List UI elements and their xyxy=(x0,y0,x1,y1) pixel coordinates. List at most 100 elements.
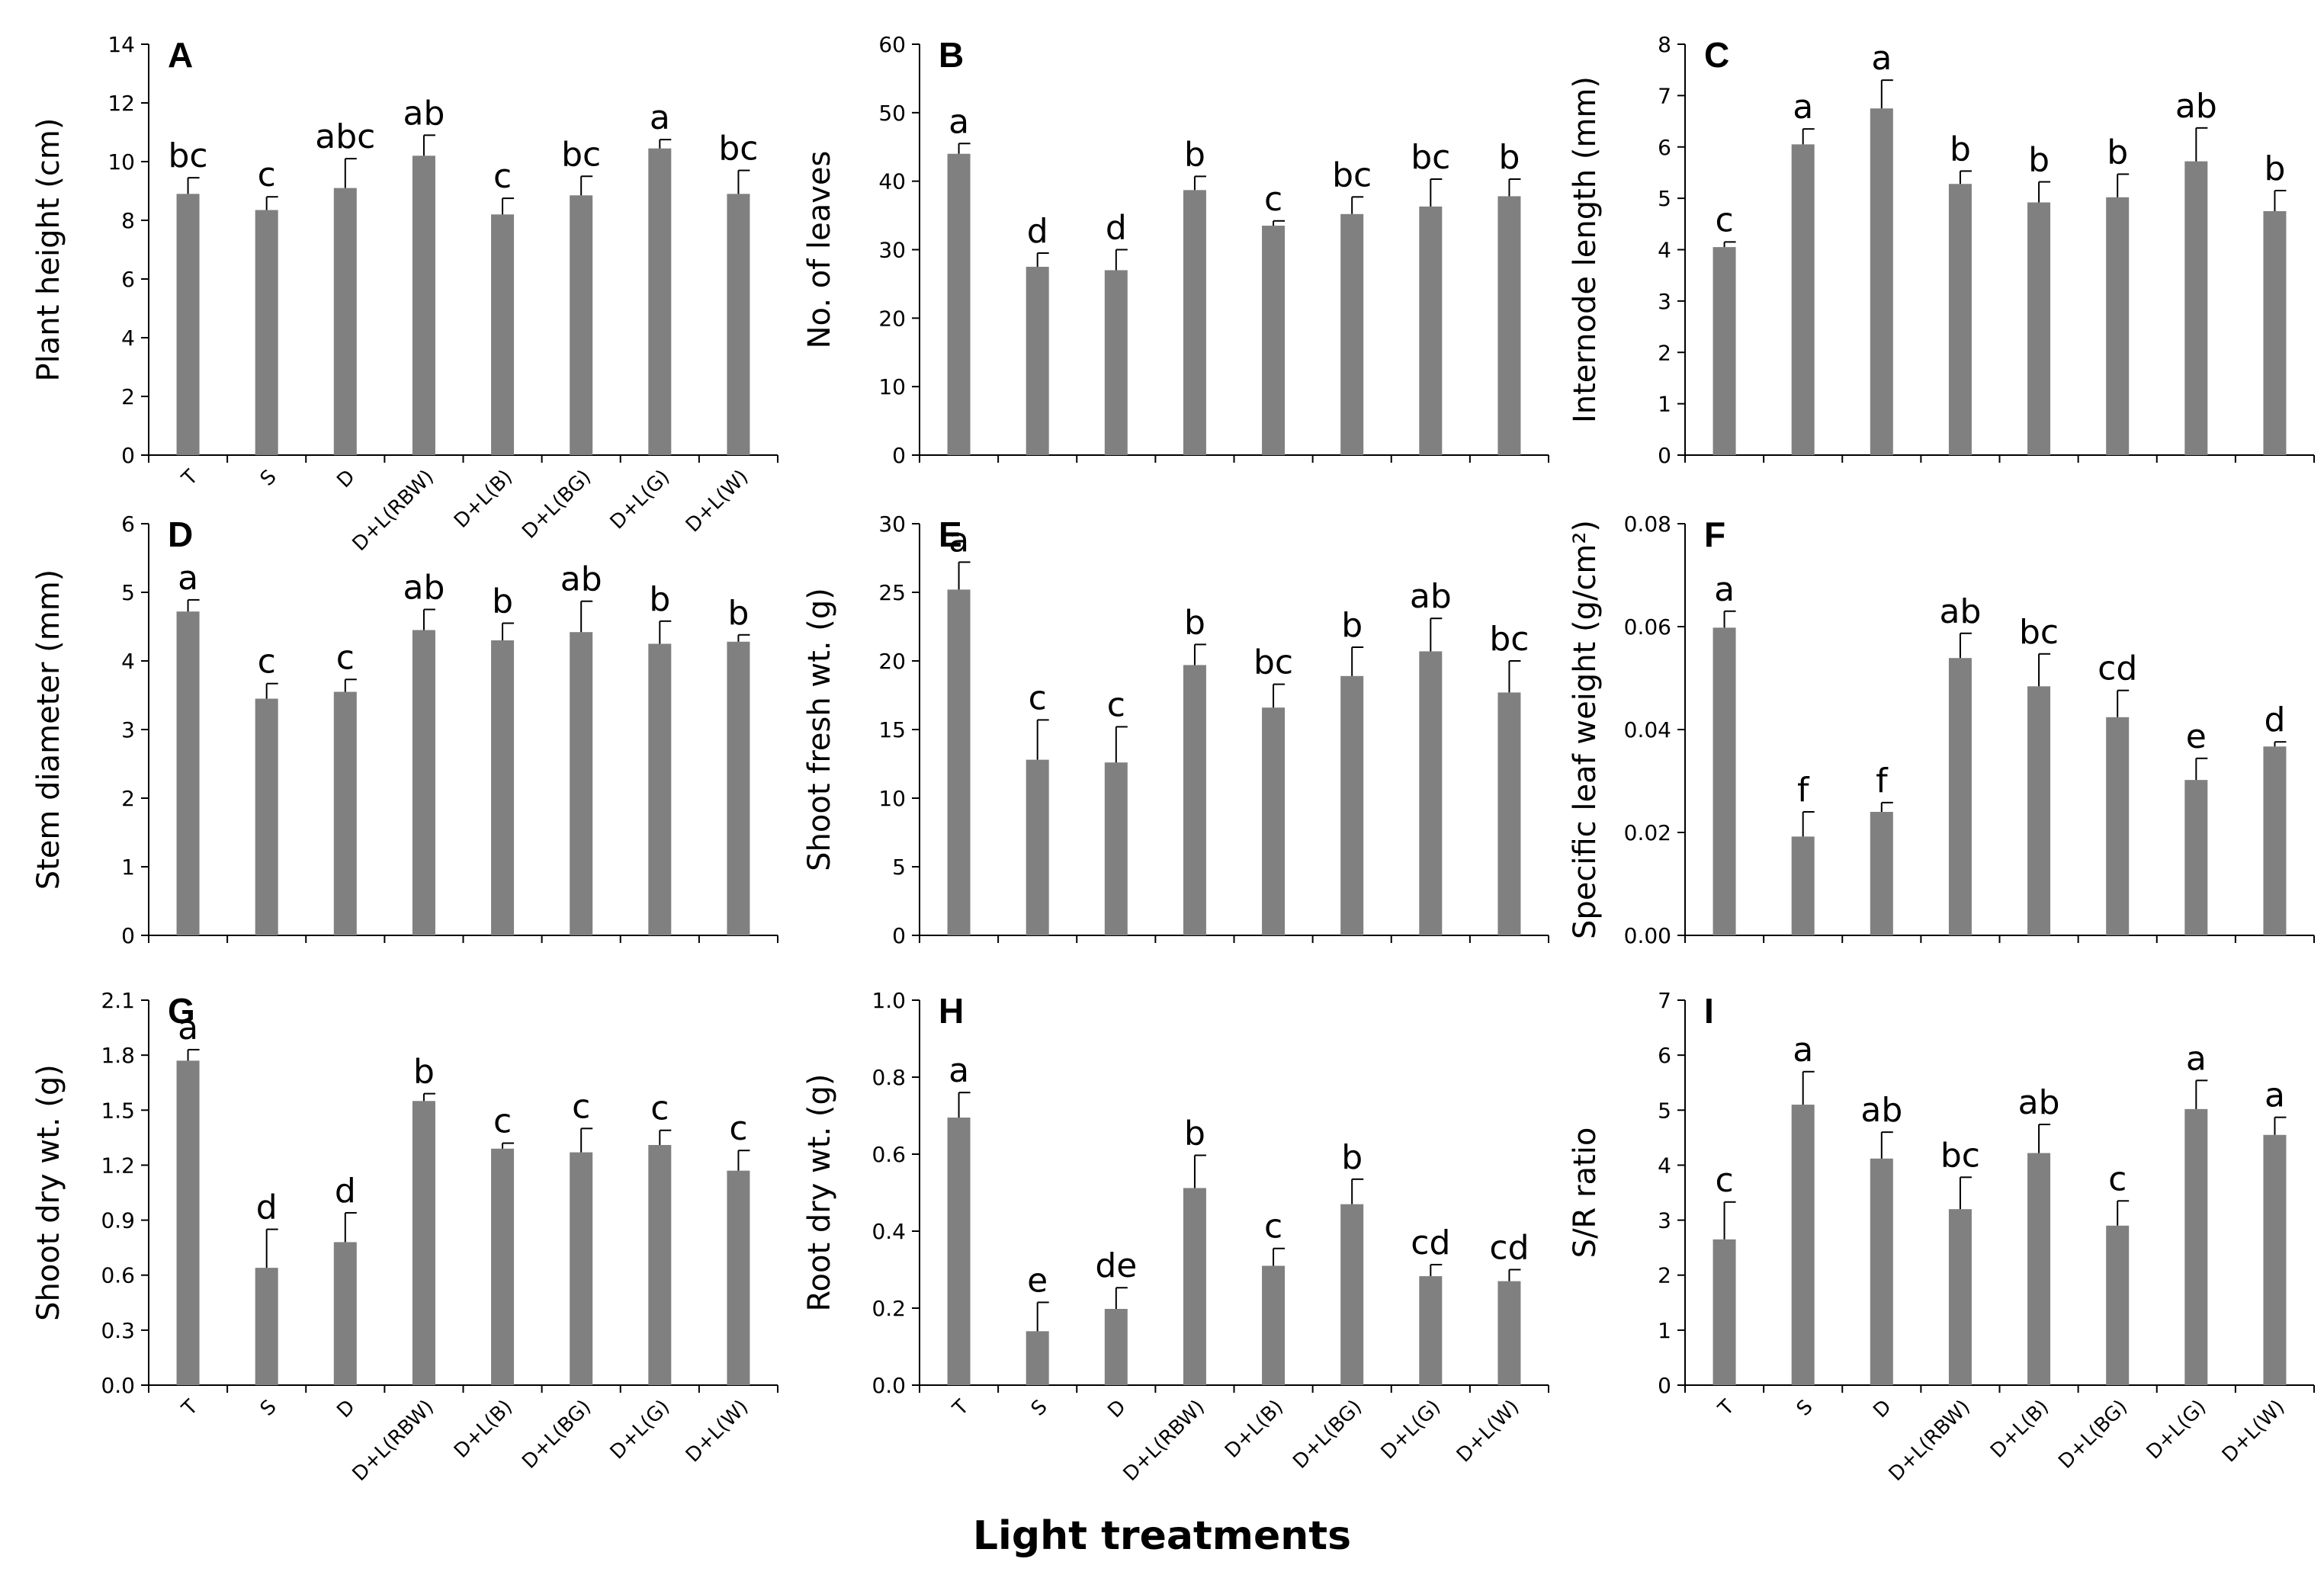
panel-g-significance-letter: a xyxy=(178,1009,198,1047)
panel-b-significance-letter: b xyxy=(1184,135,1205,174)
panel-b-ytick-label: 0 xyxy=(892,443,906,468)
panel-c-ytick-label: 7 xyxy=(1658,83,1671,108)
panel-d-ytick-label: 1 xyxy=(121,855,135,880)
panel-b-significance-letter: d xyxy=(1106,209,1127,248)
panel-d-significance-letter: b xyxy=(727,594,749,633)
panel-i-y-axis-title: S/R ratio xyxy=(1568,1127,1603,1259)
panel-a-bar xyxy=(491,214,515,455)
panel-a-category-label: S xyxy=(256,466,281,491)
panel-e-significance-letter: ab xyxy=(1410,577,1452,616)
panel-a-y-axis-title: Plant height (cm) xyxy=(31,118,66,382)
panel-f-ytick-label: 0.08 xyxy=(1624,512,1671,537)
panel-g-bar xyxy=(570,1152,593,1385)
panel-b-significance-letter: bc xyxy=(1411,138,1450,177)
panel-h-bar xyxy=(1026,1331,1049,1385)
panel-g-ytick-label: 2.1 xyxy=(101,988,135,1013)
panel-f-significance-letter: f xyxy=(1797,771,1810,810)
panel-f-bar xyxy=(2027,686,2051,935)
panel-c-significance-letter: b xyxy=(2107,133,2128,172)
panel-e-y-axis-title: Shoot fresh wt. (g) xyxy=(802,588,837,871)
panel-b-significance-letter: b xyxy=(1498,138,1520,177)
panel-h-bar xyxy=(1497,1281,1521,1385)
panel-f-bar xyxy=(1948,658,1972,935)
panel-i-significance-letter: ab xyxy=(2018,1083,2060,1122)
panel-b-bar xyxy=(1026,266,1049,455)
panel-f-bar xyxy=(2106,717,2130,935)
panel-i-significance-letter: c xyxy=(2108,1159,2127,1198)
panel-c-bar xyxy=(2184,161,2208,456)
panel-g-significance-letter: c xyxy=(729,1109,747,1148)
panel-h-category-label: D+L(RBW) xyxy=(1119,1396,1209,1486)
panel-g-letter: G xyxy=(168,991,195,1031)
panel-d-bar xyxy=(412,630,435,935)
panel-a-significance-letter: bc xyxy=(561,135,601,174)
panel-e-ytick-label: 30 xyxy=(878,512,906,537)
panel-a-bar xyxy=(412,156,435,456)
panel-a-category-label: D+L(W) xyxy=(682,466,753,537)
panel-a-significance-letter: c xyxy=(258,156,276,194)
panel-g-significance-letter: b xyxy=(413,1053,435,1092)
panel-d-ytick-label: 0 xyxy=(121,923,135,948)
panel-g-ytick-label: 1.2 xyxy=(101,1153,135,1178)
panel-f-ytick-label: 0.00 xyxy=(1624,923,1671,948)
panel-i-significance-letter: c xyxy=(1715,1161,1733,1200)
panel-e-ytick-label: 5 xyxy=(892,855,906,880)
panel-e-significance-letter: c xyxy=(1107,685,1125,724)
panel-i-bar xyxy=(2027,1153,2051,1385)
panel-h-significance-letter: c xyxy=(1264,1208,1282,1246)
panel-f-bar xyxy=(1791,836,1815,935)
panel-a-significance-letter: abc xyxy=(315,117,375,156)
panel-a-significance-letter: c xyxy=(493,157,512,196)
panel-h-ytick-label: 0.8 xyxy=(872,1065,906,1090)
panel-f-significance-letter: bc xyxy=(2019,613,2059,652)
panel-b-letter: B xyxy=(939,35,964,75)
panel-b-bar xyxy=(1183,190,1206,455)
panel-a-letter: A xyxy=(168,35,193,75)
panel-a-ytick-label: 2 xyxy=(121,384,135,409)
panel-d-bar xyxy=(176,611,200,935)
panel-b-bar xyxy=(1419,206,1443,455)
panel-g-bar xyxy=(333,1242,357,1385)
panel-h-bar xyxy=(1104,1309,1128,1385)
panel-g-ytick-label: 0.0 xyxy=(101,1373,135,1398)
panel-b-ytick-label: 10 xyxy=(878,374,906,399)
panel-g-ytick-label: 0.6 xyxy=(101,1263,135,1288)
panel-g-bar xyxy=(491,1148,515,1385)
panel-g-bar xyxy=(176,1060,200,1385)
panel-g-category-label: D+L(B) xyxy=(450,1396,517,1463)
panel-c-bar xyxy=(1791,144,1815,455)
panel-a-category-label: D+L(B) xyxy=(450,466,517,533)
panel-h-category-label: S xyxy=(1027,1396,1052,1421)
panel-c-ytick-label: 8 xyxy=(1658,32,1671,57)
panel-e-ytick-label: 20 xyxy=(878,649,906,674)
panel-h-category-label: D+L(B) xyxy=(1221,1396,1288,1463)
panel-e-significance-letter: bc xyxy=(1489,620,1529,659)
panel-f-significance-letter: d xyxy=(2264,701,2285,739)
panel-e-significance-letter: a xyxy=(949,521,969,560)
panel-d-ytick-label: 4 xyxy=(121,649,135,674)
panel-c-significance-letter: a xyxy=(1871,39,1892,78)
panel-f-ytick-label: 0.02 xyxy=(1624,820,1671,845)
panel-g-ytick-label: 1.8 xyxy=(101,1043,135,1068)
panel-h-category-label: D xyxy=(1103,1396,1130,1422)
panel-d-significance-letter: b xyxy=(649,580,670,619)
panel-i-ytick-label: 3 xyxy=(1658,1208,1671,1233)
panel-i-bar xyxy=(1948,1209,1972,1385)
panel-a-bar xyxy=(727,194,750,455)
panel-b-ytick-label: 20 xyxy=(878,306,906,331)
panel-c-bar xyxy=(1870,108,1893,455)
panel-c-significance-letter: ab xyxy=(2175,87,2217,126)
panel-h-significance-letter: de xyxy=(1095,1246,1137,1285)
panel-i-category-label: D+L(G) xyxy=(2143,1396,2211,1464)
panel-e-letter: E xyxy=(939,515,962,554)
panel-i-bar xyxy=(1791,1105,1815,1385)
panel-b-ytick-label: 40 xyxy=(878,169,906,194)
panel-c-significance-letter: b xyxy=(2028,141,2050,180)
panel-g-ytick-label: 0.9 xyxy=(101,1208,135,1233)
panel-c-ytick-label: 0 xyxy=(1658,443,1671,468)
panel-c-y-axis-title: Internode length (mm) xyxy=(1568,76,1603,423)
panel-c-ytick-label: 3 xyxy=(1658,289,1671,314)
panel-d-ytick-label: 6 xyxy=(121,512,135,537)
panel-a-ytick-label: 10 xyxy=(108,149,135,175)
panel-b-bar xyxy=(1262,226,1286,455)
